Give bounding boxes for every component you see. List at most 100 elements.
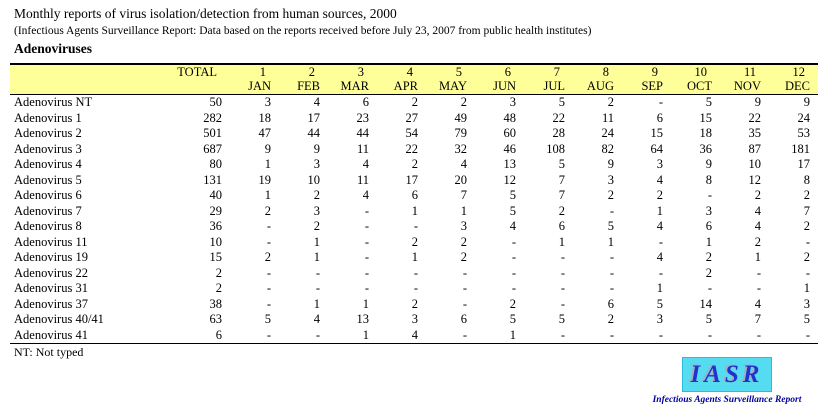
month-cell: 35 — [748, 126, 762, 140]
month-cell: 2 — [803, 219, 810, 233]
month-cell: 2 — [803, 188, 810, 202]
month-column-header: 4 APR — [377, 63, 426, 95]
month-cell: 181 — [791, 141, 810, 156]
month-cell: 2 — [558, 203, 565, 218]
month-cell: 9 — [264, 141, 271, 156]
table-row: Adenovirus 8 36 - 2 - - 3 4 6 5 4 6 4 2 — [10, 219, 818, 235]
month-cell: 1 — [803, 281, 810, 295]
month-number: 6 — [504, 65, 511, 79]
month-column-header: 5 MAY — [426, 63, 475, 95]
total-cell: 29 — [209, 203, 223, 218]
table-header-row: TOTAL 1 JAN 2 FEB 3 MAR 4 APR 5 MAY 6 JUN 7 JUL 8 AUG 9 S… — [10, 63, 818, 95]
month-cell: - — [413, 281, 418, 295]
month-cell: 6 — [460, 312, 467, 326]
month-cell: 1 — [411, 203, 418, 218]
month-cell: - — [756, 265, 761, 280]
month-cell: 6 — [411, 188, 418, 202]
month-cell: - — [364, 265, 369, 280]
month-cell: - — [805, 265, 810, 280]
month-cell: 1 — [313, 296, 320, 311]
month-cell: - — [560, 250, 565, 264]
row-label: Adenovirus 8 — [14, 219, 82, 233]
month-cell: 22 — [552, 110, 566, 125]
month-cell: 7 — [460, 188, 467, 202]
month-abbr: NOV — [733, 79, 761, 93]
month-cell: 2 — [264, 203, 271, 218]
month-cell: - — [266, 219, 271, 233]
month-cell: 23 — [356, 110, 370, 125]
month-column-header: 8 AUG — [573, 63, 622, 95]
total-cell: 40 — [209, 188, 223, 202]
month-cell: 11 — [356, 141, 369, 156]
total-column-label: TOTAL — [177, 65, 217, 79]
total-cell: 2 — [215, 281, 222, 295]
month-cell: 44 — [307, 126, 321, 140]
table-row: Adenovirus 22 2 - - - - - - - - - 2 - - — [10, 266, 818, 282]
month-cell: - — [462, 281, 467, 295]
month-cell: - — [609, 281, 614, 295]
month-cell: 5 — [705, 312, 712, 326]
total-cell: 2 — [215, 265, 222, 280]
total-cell: 6 — [158, 327, 230, 344]
month-cell: 6 — [607, 296, 614, 311]
iasr-logo-caption: Infectious Agents Surveillance Report — [652, 395, 802, 405]
month-cell: 17 — [405, 172, 419, 187]
month-cell: - — [511, 265, 516, 280]
month-cell: - — [413, 265, 418, 280]
virus-isolation-table: TOTAL 1 JAN 2 FEB 3 MAR 4 APR 5 MAY 6 JUN 7 JUL 8 AUG 9 S… — [10, 63, 818, 344]
month-number: 11 — [743, 65, 756, 79]
month-column-header: 10 OCT — [671, 63, 720, 95]
month-cell: 6 — [558, 219, 565, 233]
month-cell: 4 — [754, 296, 761, 311]
month-column-header: 11 NOV — [720, 63, 769, 95]
month-cell: 24 — [601, 126, 615, 140]
month-cell: 60 — [503, 126, 517, 140]
month-cell: 49 — [454, 110, 468, 125]
month-cell: - — [658, 265, 663, 280]
month-cell: 2 — [656, 188, 663, 202]
row-label: Adenovirus 1 — [14, 110, 82, 125]
month-cell: 1 — [754, 250, 761, 264]
month-cell: 2 — [705, 265, 712, 280]
month-cell: 32 — [454, 141, 468, 156]
month-cell: - — [560, 296, 565, 311]
month-cell: 2 — [460, 250, 467, 264]
total-cell: 687 — [203, 141, 222, 156]
month-cell: 36 — [699, 141, 713, 156]
table-row: Adenovirus 2 501 47 44 44 54 79 60 28 24 15 18 35 53 — [10, 126, 818, 142]
month-cell: - — [511, 250, 516, 264]
month-cell: 2 — [754, 188, 761, 202]
table-row: Adenovirus 37 38 - 1 1 2 - 2 - 6 5 14 4 3 — [10, 297, 818, 313]
month-cell: - — [230, 327, 279, 344]
month-cell: 3 — [264, 95, 271, 109]
month-cell: - — [560, 265, 565, 280]
month-cell: - — [658, 234, 663, 249]
total-column-spacer — [158, 79, 222, 93]
month-cell: 44 — [356, 126, 370, 140]
month-cell: - — [707, 281, 712, 295]
month-cell: 2 — [607, 188, 614, 202]
month-cell: 87 — [748, 141, 762, 156]
month-cell: - — [364, 281, 369, 295]
month-number: 10 — [694, 65, 708, 79]
month-cell: 9 — [754, 95, 761, 109]
month-cell: 2 — [460, 95, 467, 109]
month-cell: 17 — [307, 110, 321, 125]
total-cell: 80 — [209, 157, 223, 171]
total-cell: 50 — [209, 95, 223, 109]
total-cell: 38 — [209, 296, 223, 311]
month-cell: 17 — [797, 157, 811, 171]
table-row: Adenovirus 40/41 63 5 4 13 3 6 5 5 2 3 5 7 5 — [10, 312, 818, 328]
iasr-logo-box[interactable]: IASR — [682, 357, 772, 392]
month-cell: - — [720, 327, 769, 344]
month-cell: 64 — [650, 141, 664, 156]
month-cell: 82 — [601, 141, 615, 156]
table-row: Adenovirus 3 687 9 9 11 22 32 46 108 82 64 36 87 181 — [10, 142, 818, 158]
month-cell: 3 — [411, 312, 418, 326]
row-label: Adenovirus 11 — [14, 234, 88, 249]
footnote: NT: Not typed — [14, 345, 84, 359]
month-cell: 4 — [656, 250, 663, 264]
month-cell: 15 — [699, 110, 713, 125]
month-cell: 1 — [558, 234, 565, 249]
month-cell: 3 — [460, 219, 467, 233]
